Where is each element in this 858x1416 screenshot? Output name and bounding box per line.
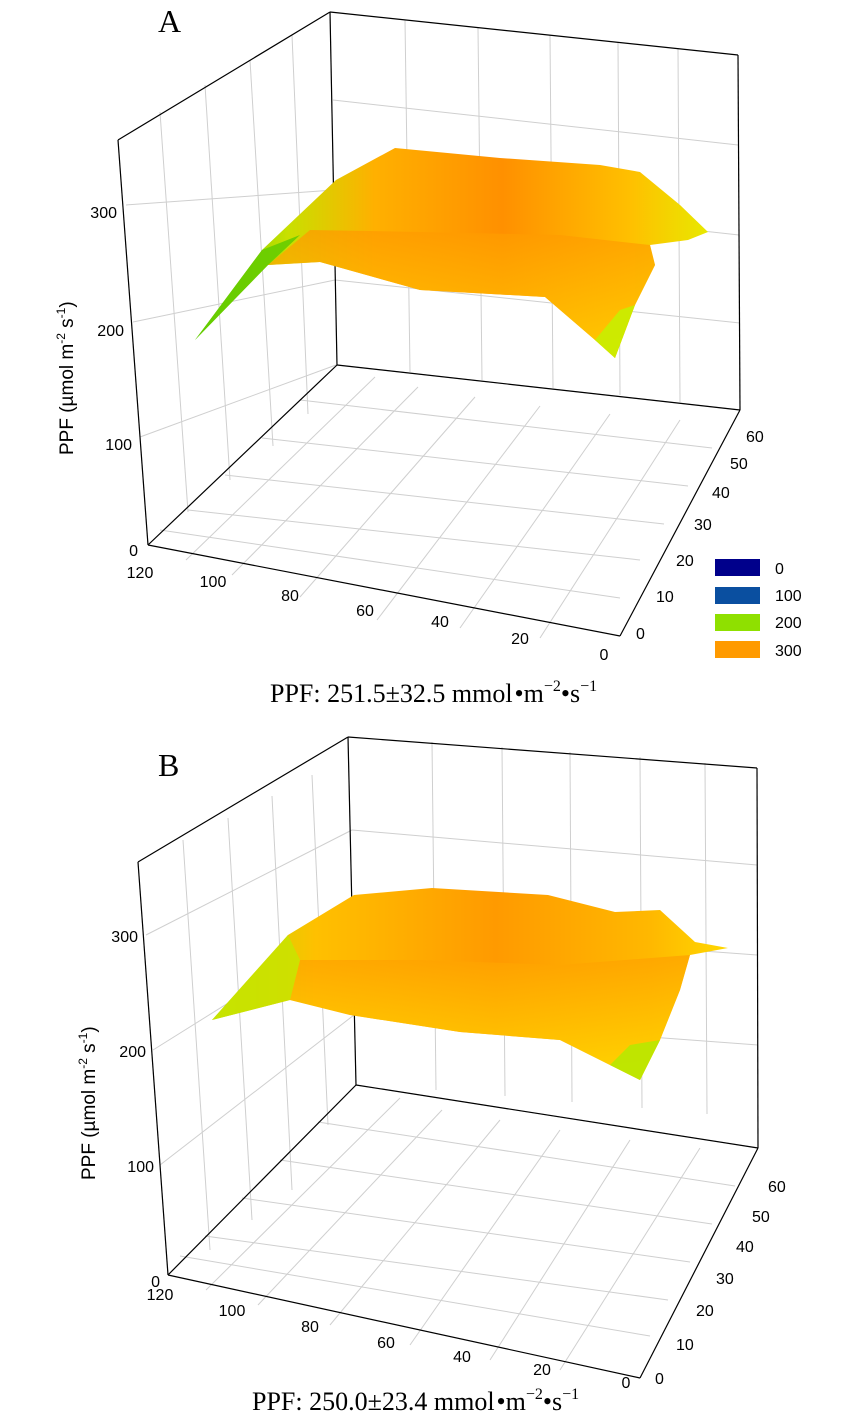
legend-label: 100	[775, 588, 802, 605]
panel-a-y-tick: 0	[636, 626, 645, 643]
panel-a-y-ticks: 0 10 20 30 40 50 60	[636, 429, 764, 643]
panel-b-x-tick: 40	[453, 1349, 471, 1366]
panel-b-y-tick: 10	[676, 1337, 694, 1354]
panel-a-axes	[117, 11, 741, 637]
panel-b-x-axis-line	[167, 1274, 641, 1379]
legend-label: 0	[775, 561, 784, 578]
legend-swatch	[715, 614, 760, 631]
panel-a-x-tick: 120	[127, 565, 154, 582]
panel-a-label: A	[158, 3, 181, 39]
panel-b-x-tick: 80	[301, 1319, 319, 1336]
panel-a-legend: 0 100 200 300	[715, 559, 802, 660]
panel-b-x-tick: 0	[622, 1375, 631, 1392]
legend-label: 300	[775, 643, 802, 660]
panel-a-y-tick: 50	[730, 456, 748, 473]
panel-a-y-tick: 60	[746, 429, 764, 446]
panel-b-z-axis-line	[137, 861, 169, 1276]
panel-b-x-tick: 120	[147, 1287, 174, 1304]
panel-b-z-tick: 200	[119, 1044, 146, 1061]
panel-b-z-ticks: 0 100 200 300	[111, 929, 160, 1291]
panel-a-z-axis-line	[117, 139, 149, 546]
panel-b-y-tick: 20	[696, 1303, 714, 1320]
panel-b-y-axis-line	[639, 1147, 759, 1379]
panel-b-x-tick: 20	[533, 1362, 551, 1379]
legend-label: 200	[775, 615, 802, 632]
panel-b-y-tick: 30	[716, 1271, 734, 1288]
panel-b-y-tick: 50	[752, 1209, 770, 1226]
panel-b-caption: PPF: 250.0±23.4 mmol•m−2•s−1	[252, 1386, 579, 1416]
panel-b-surface	[212, 888, 728, 1080]
panel-b-x-tick: 100	[219, 1303, 246, 1320]
panel-a-x-tick: 80	[281, 588, 299, 605]
legend-swatch	[715, 641, 760, 658]
panel-a-caption: PPF: 251.5±32.5 mmol•m−2•s−1	[270, 678, 597, 708]
panel-a: A	[54, 3, 802, 708]
panel-a-y-axis-line	[619, 409, 741, 637]
panel-a-x-tick: 0	[600, 647, 609, 664]
panel-b-z-tick: 0	[151, 1274, 160, 1291]
panel-a-z-tick: 200	[97, 323, 124, 340]
legend-swatch	[715, 587, 760, 604]
panel-a-x-tick: 40	[431, 614, 449, 631]
panel-a-x-ticks: 120 100 80 60 40 20 0	[127, 565, 609, 664]
panel-b-z-tick: 300	[111, 929, 138, 946]
panel-b-z-tick: 100	[127, 1159, 154, 1176]
panel-a-z-tick: 100	[105, 437, 132, 454]
panel-a-z-axis-label: PPF (µmol m-2 s-1)	[54, 301, 78, 455]
panel-a-y-tick: 20	[676, 553, 694, 570]
legend-swatch	[715, 559, 760, 576]
panel-b: B	[76, 736, 786, 1416]
panel-b-x-ticks: 120 100 80 60 40 20 0	[147, 1287, 631, 1392]
panel-a-x-tick: 60	[356, 603, 374, 620]
panel-b-y-tick: 60	[768, 1179, 786, 1196]
panel-a-y-tick: 30	[694, 517, 712, 534]
panel-b-y-ticks: 0 10 20 30 40 50 60	[655, 1179, 786, 1388]
panel-a-surface	[195, 148, 708, 358]
panel-b-label: B	[158, 747, 179, 783]
panel-a-x-tick: 100	[200, 574, 227, 591]
panel-b-y-tick: 0	[655, 1371, 664, 1388]
panel-a-x-tick: 20	[511, 631, 529, 648]
panel-b-y-tick: 40	[736, 1239, 754, 1256]
panel-a-z-ticks: 0 100 200 300	[90, 205, 138, 560]
panel-b-z-axis-label: PPF (µmol m-2 s-1)	[76, 1026, 100, 1180]
panel-a-y-tick: 10	[656, 589, 674, 606]
panel-b-axes	[137, 736, 759, 1379]
panel-a-top-left-edge	[117, 11, 331, 141]
panel-a-gridlines	[117, 11, 741, 639]
panel-b-gridlines	[137, 736, 759, 1371]
panel-a-x-axis-line	[147, 544, 621, 637]
panel-a-z-tick: 300	[90, 205, 117, 222]
panel-a-y-tick: 40	[712, 485, 730, 502]
panel-b-x-tick: 60	[377, 1335, 395, 1352]
panel-a-z-tick: 0	[129, 543, 138, 560]
